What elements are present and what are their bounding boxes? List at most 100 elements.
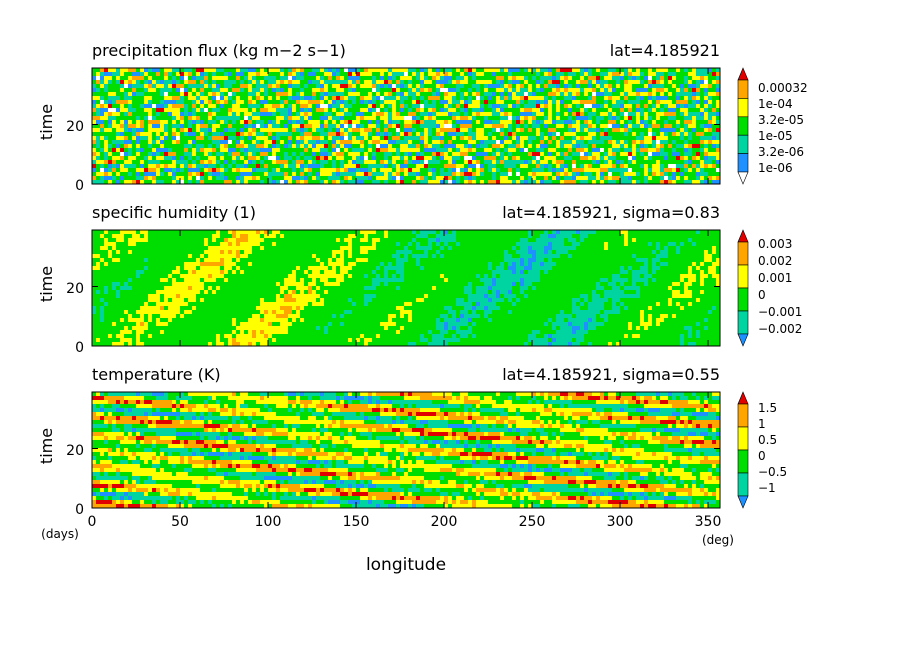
field-cell — [688, 100, 693, 105]
field-cell — [108, 132, 113, 137]
field-cell — [384, 140, 389, 145]
field-cell — [116, 104, 121, 109]
field-cell — [256, 160, 261, 165]
field-cell — [404, 156, 409, 161]
field-cell — [132, 112, 137, 117]
field-cell — [176, 120, 181, 125]
field-cell — [360, 128, 365, 133]
field-cell — [304, 148, 309, 153]
field-cell — [652, 92, 657, 97]
field-cell — [244, 76, 249, 81]
field-cell — [628, 136, 633, 141]
field-cell — [364, 128, 369, 133]
field-cell — [668, 92, 673, 97]
field-cell — [364, 116, 369, 121]
field-cell — [328, 100, 333, 105]
field-cell — [552, 172, 557, 177]
field-cell — [548, 148, 553, 153]
field-cell — [600, 108, 605, 113]
field-cell — [120, 148, 125, 153]
field-cell — [612, 80, 617, 85]
field-cell — [524, 164, 529, 169]
field-cell — [712, 104, 717, 109]
field-cell — [428, 168, 433, 173]
field-cell — [476, 72, 481, 77]
field-cell — [552, 112, 557, 117]
field-cell — [580, 124, 585, 129]
field-cell — [172, 100, 177, 105]
field-cell — [660, 100, 665, 105]
field-cell — [488, 68, 493, 73]
field-cell — [368, 238, 373, 243]
field-cell — [560, 76, 565, 81]
field-cell — [132, 72, 137, 77]
field-cell — [132, 132, 137, 137]
field-cell — [572, 116, 577, 121]
field-cell — [360, 88, 365, 93]
field-cell — [664, 100, 669, 105]
field-cell — [204, 100, 209, 105]
field-cell — [116, 136, 121, 141]
field-cell — [684, 88, 689, 93]
field-cell — [200, 116, 205, 121]
panel1-colorbar-labels: 0.00032 1e-04 3.2e-05 1e-05 3.2e-06 1e-0… — [758, 81, 808, 175]
field-cell — [220, 148, 225, 153]
field-cell — [524, 136, 529, 141]
field-cell — [100, 176, 105, 181]
field-cell — [628, 96, 633, 101]
field-cell — [112, 84, 117, 89]
field-cell — [640, 230, 645, 235]
field-cell — [448, 160, 453, 165]
field-cell — [672, 144, 677, 149]
field-cell — [332, 88, 337, 93]
field-cell — [204, 116, 209, 121]
field-cell — [656, 84, 661, 89]
field-cell — [272, 152, 277, 157]
field-cell — [520, 136, 525, 141]
field-cell — [524, 176, 529, 181]
field-cell — [608, 160, 613, 165]
field-cell — [648, 108, 653, 113]
field-cell — [320, 100, 325, 105]
field-cell — [488, 112, 493, 117]
field-cell — [580, 234, 585, 239]
field-cell — [160, 160, 165, 165]
field-cell — [580, 168, 585, 173]
field-cell — [244, 104, 249, 109]
field-cell — [428, 152, 433, 157]
field-cell — [152, 136, 157, 141]
field-cell — [168, 148, 173, 153]
field-cell — [220, 124, 225, 129]
field-cell — [192, 230, 197, 235]
field-cell — [668, 68, 673, 73]
field-cell — [280, 124, 285, 129]
field-cell — [640, 132, 645, 137]
field-cell — [256, 92, 261, 97]
field-cell — [132, 176, 137, 181]
field-cell — [496, 164, 501, 169]
field-cell — [424, 152, 429, 157]
field-cell — [328, 144, 333, 149]
field-cell — [212, 80, 217, 85]
field-cell — [620, 176, 625, 181]
field-cell — [152, 120, 157, 125]
field-cell — [544, 84, 549, 89]
field-cell — [596, 156, 601, 161]
field-cell — [388, 124, 393, 129]
field-cell — [600, 176, 605, 181]
field-cell — [140, 230, 145, 235]
field-cell — [364, 72, 369, 77]
field-cell — [396, 156, 401, 161]
field-cell — [600, 160, 605, 165]
field-cell — [260, 172, 265, 177]
field-cell — [588, 140, 593, 145]
field-cell — [108, 148, 113, 153]
field-cell — [568, 116, 573, 121]
field-cell — [232, 72, 237, 77]
field-cell — [552, 116, 557, 121]
field-cell — [272, 168, 277, 173]
field-cell — [180, 108, 185, 113]
field-cell — [632, 168, 637, 173]
field-cell — [100, 84, 105, 89]
field-cell — [128, 104, 133, 109]
